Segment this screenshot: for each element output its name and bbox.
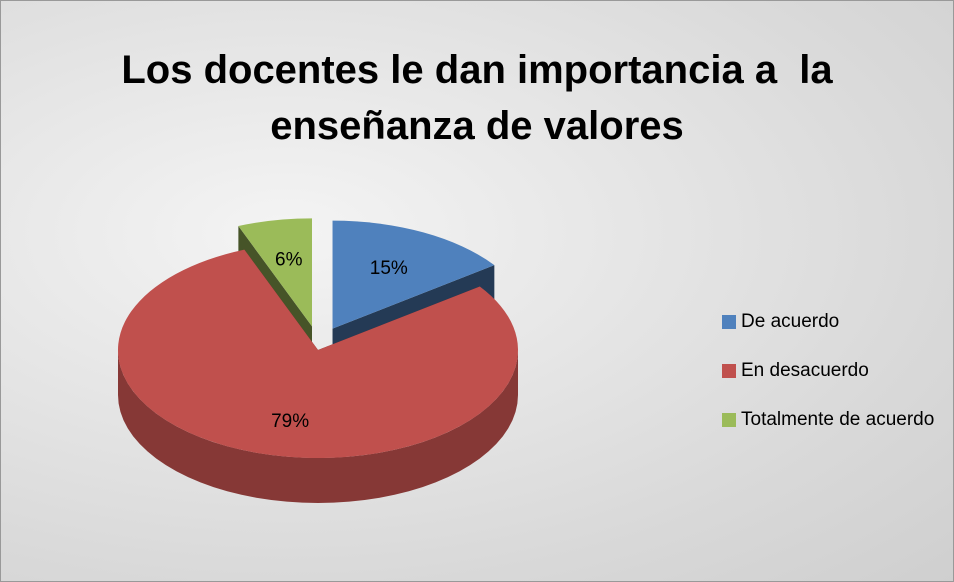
pie-slice bbox=[117, 249, 519, 503]
legend-swatch bbox=[722, 364, 736, 378]
slice-top bbox=[117, 249, 519, 458]
chart-title: Los docentes le dan importancia a la ens… bbox=[121, 48, 844, 148]
legend-swatch bbox=[722, 413, 736, 427]
legend-label: Totalmente de acuerdo bbox=[741, 409, 934, 430]
slice-side bbox=[118, 350, 518, 503]
data-label: 79% bbox=[271, 411, 309, 432]
legend-label: De acuerdo bbox=[741, 311, 839, 332]
data-label: 6% bbox=[275, 250, 303, 271]
data-label: 15% bbox=[370, 258, 408, 279]
legend-label: En desacuerdo bbox=[741, 360, 869, 381]
slice-top bbox=[332, 220, 495, 329]
slice-top bbox=[238, 218, 313, 327]
legend-swatch bbox=[722, 315, 736, 329]
